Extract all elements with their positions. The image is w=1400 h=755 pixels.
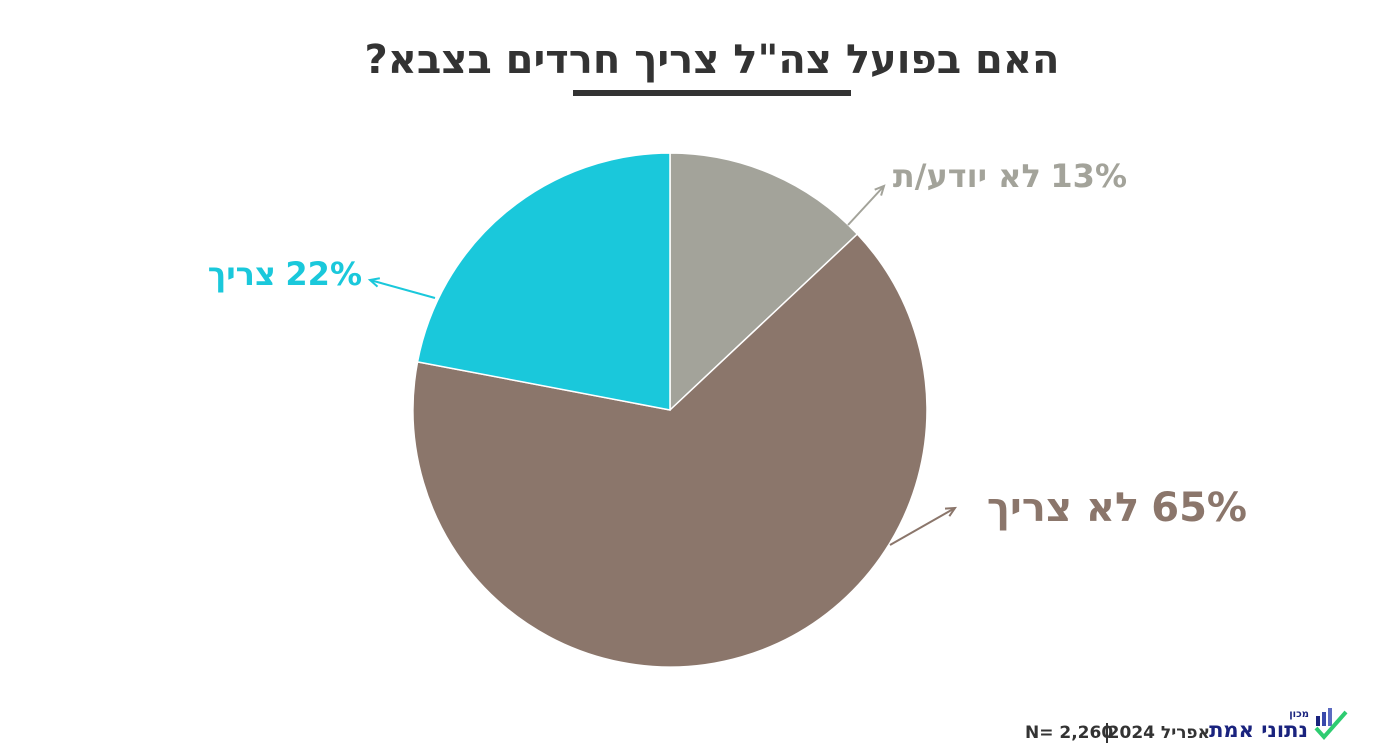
- pie-slice: [412, 233, 928, 668]
- logo-text: נתוני אמת: [1209, 718, 1308, 742]
- label-arrowhead: [367, 277, 381, 288]
- sample-size: N= 2,260: [1025, 723, 1113, 743]
- chart-title: האם בפועל צה"ל צריך חרדים בצבא?: [365, 37, 1060, 83]
- value-label: 13%: [1050, 157, 1127, 195]
- survey-date: אפריל 2024: [1108, 723, 1210, 743]
- label-arrow: [369, 279, 436, 299]
- label-arrowhead: [874, 184, 886, 196]
- pie-slice: [669, 152, 859, 412]
- label-arrow: [889, 507, 956, 546]
- labels: 13%לא יודע/ת 65% לא צריך 22%צריך: [208, 157, 1247, 546]
- label-arrow: [847, 185, 885, 226]
- title-underline: [573, 90, 851, 96]
- pie: [412, 152, 928, 668]
- category-label: לא צריך: [987, 485, 1139, 531]
- pie-slice: [416, 152, 671, 411]
- logo-icon: [1314, 708, 1348, 741]
- category-label: צריך: [208, 255, 276, 293]
- label-arrowhead: [944, 506, 957, 517]
- value-label: 65%: [1151, 485, 1247, 531]
- value-label: 22%: [285, 255, 362, 293]
- logo-small-text: מכון: [1289, 709, 1309, 720]
- category-label: לא יודע/ת: [893, 157, 1041, 195]
